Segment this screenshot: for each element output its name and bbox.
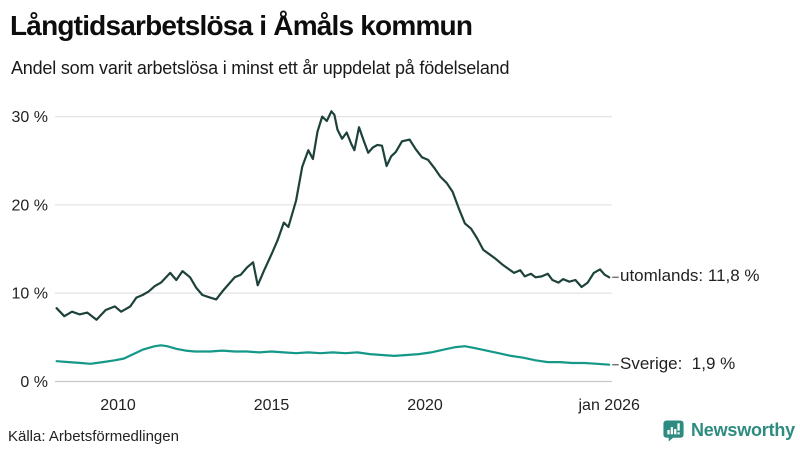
y-axis-tick-label: 0 % (20, 374, 48, 391)
series-line-utomlands (55, 110, 611, 321)
chart-subtitle: Andel som varit arbetslösa i minst ett å… (11, 58, 510, 78)
x-axis-tick-label: 2015 (254, 397, 290, 414)
series-line-Sverige (55, 344, 611, 366)
newsworthy-brand-link[interactable]: Newsworthy (662, 419, 795, 442)
source-note: Källa: Arbetsförmedlingen (8, 428, 179, 445)
page-title: Långtidsarbetslösa i Åmåls kommun (10, 10, 473, 41)
y-axis-tick-label: 20 % (12, 197, 48, 214)
newsworthy-brand-text: Newsworthy (690, 420, 795, 440)
newsworthy-logo-icon (662, 419, 685, 442)
x-axis-tick-label: jan 2026 (578, 397, 640, 414)
y-axis-tick-label: 30 % (12, 109, 48, 126)
series-label-sverige: Sverige: 1,9 % (620, 353, 736, 373)
series-label-utomlands: utomlands: 11,8 % (620, 266, 760, 286)
x-axis-tick-label: 2010 (100, 397, 136, 414)
y-axis-tick-label: 10 % (12, 286, 48, 303)
x-axis-tick-label: 2020 (407, 397, 443, 414)
